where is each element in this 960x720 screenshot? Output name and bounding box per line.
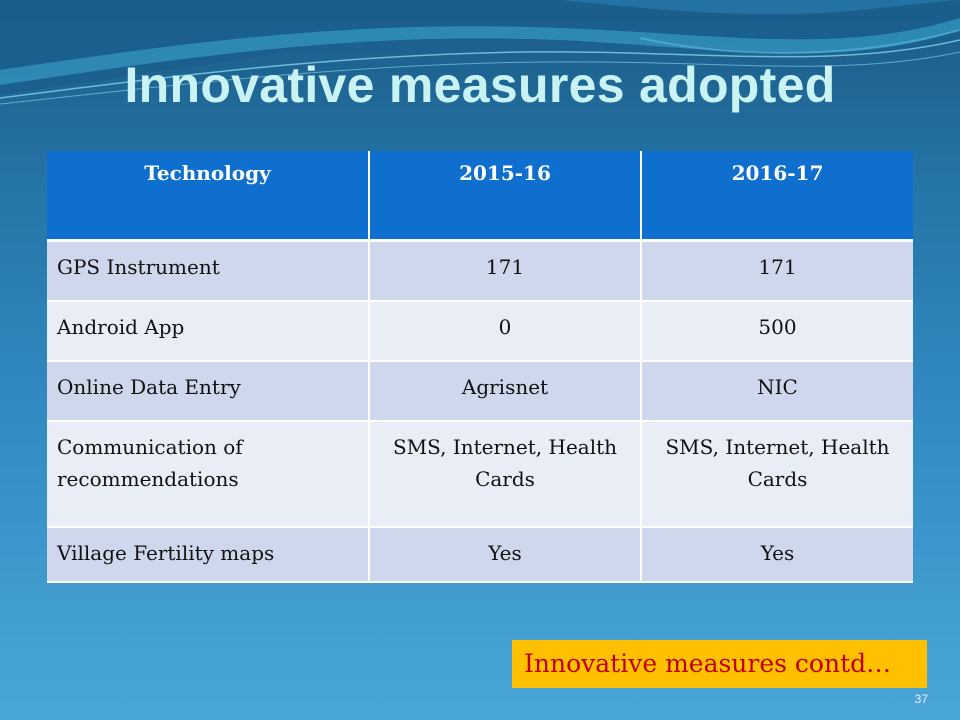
column-header-2015-16: 2015-16 [369,151,642,242]
value-cell-2016-17: 500 [641,301,913,362]
value-cell-2015-16: Yes [369,527,642,583]
page-number: 37 [914,692,928,706]
value-cell-2015-16: SMS, Internet, Health Cards [369,421,642,528]
technology-cell: Village Fertility maps [47,527,370,583]
slide-title: Innovative measures adopted [124,57,836,113]
column-header-technology: Technology [47,151,370,242]
table-row: Communication of recommendations SMS, In… [47,421,913,528]
table-row: Android App 0 500 [47,301,913,362]
value-cell-2016-17: SMS, Internet, Health Cards [641,421,913,528]
value-cell-2016-17: 171 [641,240,913,302]
continued-link-box[interactable]: Innovative measures contd… [512,640,927,688]
value-cell-2015-16: 171 [369,240,642,302]
technology-table: Technology 2015-16 2016-17 GPS Instrumen… [47,151,913,583]
technology-cell: Communication of recommendations [47,421,370,528]
value-cell-2016-17: Yes [641,527,913,583]
column-header-2016-17: 2016-17 [641,151,913,242]
technology-cell: Android App [47,301,370,362]
table-row: Village Fertility maps Yes Yes [47,527,913,583]
table-row: Online Data Entry Agrisnet NIC [47,361,913,422]
table-row: GPS Instrument 171 171 [47,240,913,302]
wave-decoration [0,0,960,105]
table-header-row: Technology 2015-16 2016-17 [47,151,913,242]
technology-cell: Online Data Entry [47,361,370,422]
value-cell-2015-16: Agrisnet [369,361,642,422]
value-cell-2016-17: NIC [641,361,913,422]
technology-cell: GPS Instrument [47,240,370,302]
value-cell-2015-16: 0 [369,301,642,362]
